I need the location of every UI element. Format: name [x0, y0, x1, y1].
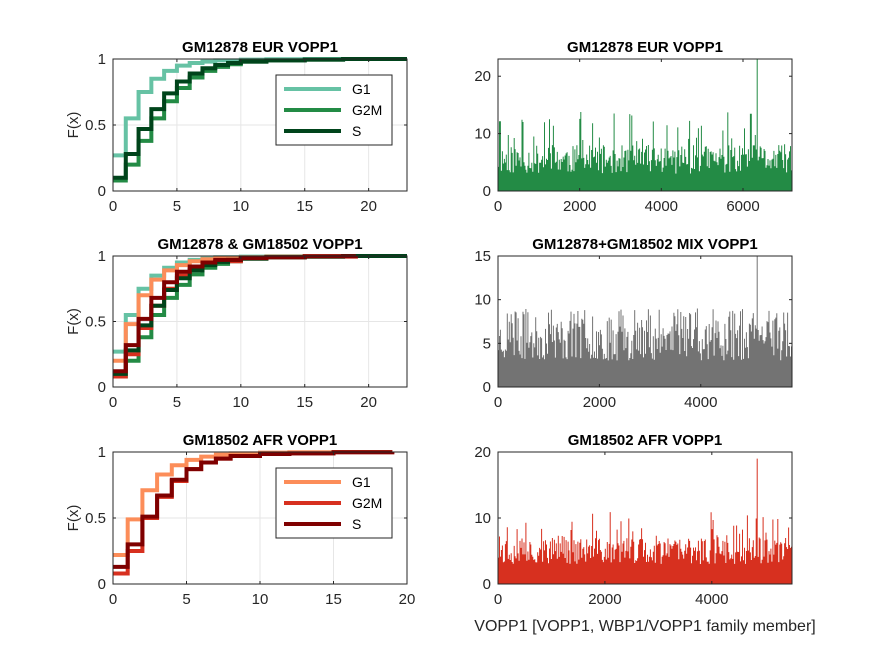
x-tick-label: 4000: [645, 198, 678, 215]
y-tick-label: 1: [98, 444, 106, 461]
plot-content: [113, 450, 395, 576]
x-tick-label: 2000: [583, 394, 616, 411]
legend: G1 G2M S: [275, 74, 393, 146]
chart-title: GM12878 EUR VOPP1: [567, 39, 723, 56]
legend-label-g2m: G2M: [352, 495, 382, 511]
y-tick-label: 5: [483, 335, 491, 352]
series-6-line: [113, 254, 358, 374]
y-axis-label: F(x): [65, 308, 82, 335]
y-tick-label: 0: [483, 183, 491, 200]
y-axis-label: F(x): [65, 112, 82, 139]
x-tick-label: 0: [109, 591, 117, 608]
x-tick-label: 5: [173, 198, 181, 215]
x-tick-label: 0: [109, 198, 117, 215]
x-tick-label: 2000: [588, 591, 621, 608]
chart-title: GM12878 EUR VOPP1: [182, 39, 338, 56]
x-tick-label: 0: [109, 394, 117, 411]
y-tick-label: 0: [483, 576, 491, 593]
x-tick-label: 10: [232, 198, 249, 215]
chart-title: GM18502 AFR VOPP1: [183, 432, 338, 449]
plot-content: [498, 458, 792, 584]
x-tick-label: 4000: [684, 394, 717, 411]
y-tick-label: 20: [474, 444, 491, 461]
legend-label-s: S: [352, 516, 361, 532]
y-tick-label: 10: [474, 510, 491, 527]
x-tick-label: 20: [360, 198, 377, 215]
x-tick-label: 5: [182, 591, 190, 608]
y-axis-label: F(x): [65, 505, 82, 532]
panel-4: 0 2000 4000 0 5 10 15 GM12878+GM18502 MIX VOPP1: [474, 236, 793, 411]
plot-content: [113, 57, 407, 183]
x-tick-label: 15: [296, 198, 313, 215]
series-s-line: [113, 450, 395, 569]
x-tick-label: 4000: [695, 591, 728, 608]
axes-box: [497, 58, 793, 192]
legend-label-g1: G1: [352, 474, 371, 490]
axes-box: [497, 255, 793, 388]
chart-title: GM12878 & GM18502 VOPP1: [157, 236, 362, 253]
y-tick-label: 1: [98, 248, 106, 265]
x-tick-label: 20: [360, 394, 377, 411]
panel-6: 0 2000 4000 0 10 20 GM18502 AFR VOPP1: [474, 432, 793, 608]
x-tick-label: 10: [232, 394, 249, 411]
y-tick-label: 0: [98, 576, 106, 593]
panel-3: 0 5 10 15 20 0 0.5 1 GM12878 & GM18502 VOPP1 F(x): [65, 236, 408, 411]
y-tick-label: 0.5: [85, 314, 106, 331]
panel-2: 0 2000 4000 6000 0 10 20 GM12878 EUR VOPP1: [474, 39, 793, 215]
legend-label-s: S: [352, 123, 361, 139]
y-tick-label: 1: [98, 51, 106, 68]
x-tick-label: 15: [296, 394, 313, 411]
chart-title: GM12878+GM18502 MIX VOPP1: [532, 236, 758, 253]
plot-content: [113, 254, 407, 379]
y-tick-label: 0.5: [85, 117, 106, 134]
y-tick-label: 20: [474, 68, 491, 85]
y-tick-label: 10: [474, 292, 491, 309]
legend: G1 G2M S: [275, 467, 393, 539]
x-tick-label: 20: [399, 591, 416, 608]
y-tick-label: 15: [474, 248, 491, 265]
y-tick-label: 0: [98, 183, 106, 200]
y-tick-label: 0: [483, 379, 491, 396]
x-tick-label: 2000: [563, 198, 596, 215]
panel-1: 0 5 10 15 20 0 0.5 1 GM12878 EUR VOPP1 F(x) G1 G2M S: [65, 39, 408, 215]
x-tick-label: 0: [494, 198, 502, 215]
legend-label-g2m: G2M: [352, 102, 382, 118]
bottom-xlabel: VOPP1 [VOPP1, WBP1/VOPP1 family member]: [474, 618, 815, 635]
y-tick-label: 10: [474, 126, 491, 143]
x-tick-label: 0: [494, 394, 502, 411]
x-tick-label: 15: [325, 591, 342, 608]
x-tick-label: 0: [494, 591, 502, 608]
x-tick-label: 6000: [726, 198, 759, 215]
x-tick-label: 5: [173, 394, 181, 411]
legend-label-g1: G1: [352, 81, 371, 97]
panel-5: 0 5 10 15 20 0 0.5 1 GM18502 AFR VOPP1 F(x) G1 G2M S: [65, 432, 415, 608]
series-s-line: [113, 57, 407, 180]
y-tick-label: 0.5: [85, 510, 106, 527]
y-tick-label: 0: [98, 379, 106, 396]
chart-title: GM18502 AFR VOPP1: [568, 432, 723, 449]
plot-content: [498, 256, 792, 387]
x-tick-label: 10: [252, 591, 269, 608]
plot-content: [498, 59, 792, 191]
